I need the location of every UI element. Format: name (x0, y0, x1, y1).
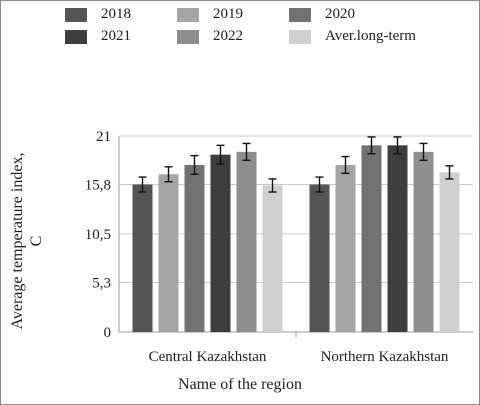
y-tick-label: 10,5 (85, 227, 111, 243)
legend-swatch-2019 (177, 7, 199, 22)
y-tick-label: 0 (104, 325, 112, 341)
legend-label-2022: 2022 (213, 28, 243, 44)
legend: 2018 2019 2020 2021 2022 Aver.long-term (65, 5, 475, 47)
legend-label-2020: 2020 (325, 6, 355, 22)
legend-swatch-2018 (65, 7, 87, 22)
legend-label-2019: 2019 (213, 6, 243, 22)
bar (309, 184, 330, 332)
legend-item-2021: 2021 (65, 27, 131, 46)
legend-item-2018: 2018 (65, 5, 131, 24)
legend-item-aver-long-term: Aver.long-term (289, 27, 416, 46)
y-tick-label: 15,8 (85, 178, 111, 194)
bar (262, 185, 283, 332)
legend-swatch-2021 (65, 29, 87, 44)
legend-item-2019: 2019 (177, 5, 243, 24)
y-axis-title-text: Average temperature index, C (9, 152, 45, 330)
legend-swatch-2020 (289, 7, 311, 22)
legend-swatch-2022 (177, 29, 199, 44)
bar (132, 184, 153, 332)
y-axis-title: Average temperature index, C (4, 146, 50, 336)
bar (387, 145, 408, 332)
bar (210, 154, 231, 332)
bar (413, 151, 434, 332)
x-tick-label: Northern Kazakhstan (321, 349, 449, 365)
x-axis-title: Name of the region (178, 376, 302, 393)
legend-swatch-aver-long-term (289, 29, 311, 44)
bar (361, 145, 382, 332)
legend-label-aver-long-term: Aver.long-term (325, 28, 416, 44)
y-tick-label: 21 (96, 129, 111, 145)
legend-label-2018: 2018 (101, 6, 131, 22)
bar (335, 164, 356, 332)
bar (184, 164, 205, 332)
legend-item-2022: 2022 (177, 27, 243, 46)
bar (439, 172, 460, 332)
bar (158, 174, 179, 332)
x-tick-label: Central Kazakhstan (149, 349, 267, 365)
legend-label-2021: 2021 (101, 28, 131, 44)
bar (236, 151, 257, 332)
legend-item-2020: 2020 (289, 5, 355, 24)
y-tick-label: 5,3 (92, 276, 111, 292)
